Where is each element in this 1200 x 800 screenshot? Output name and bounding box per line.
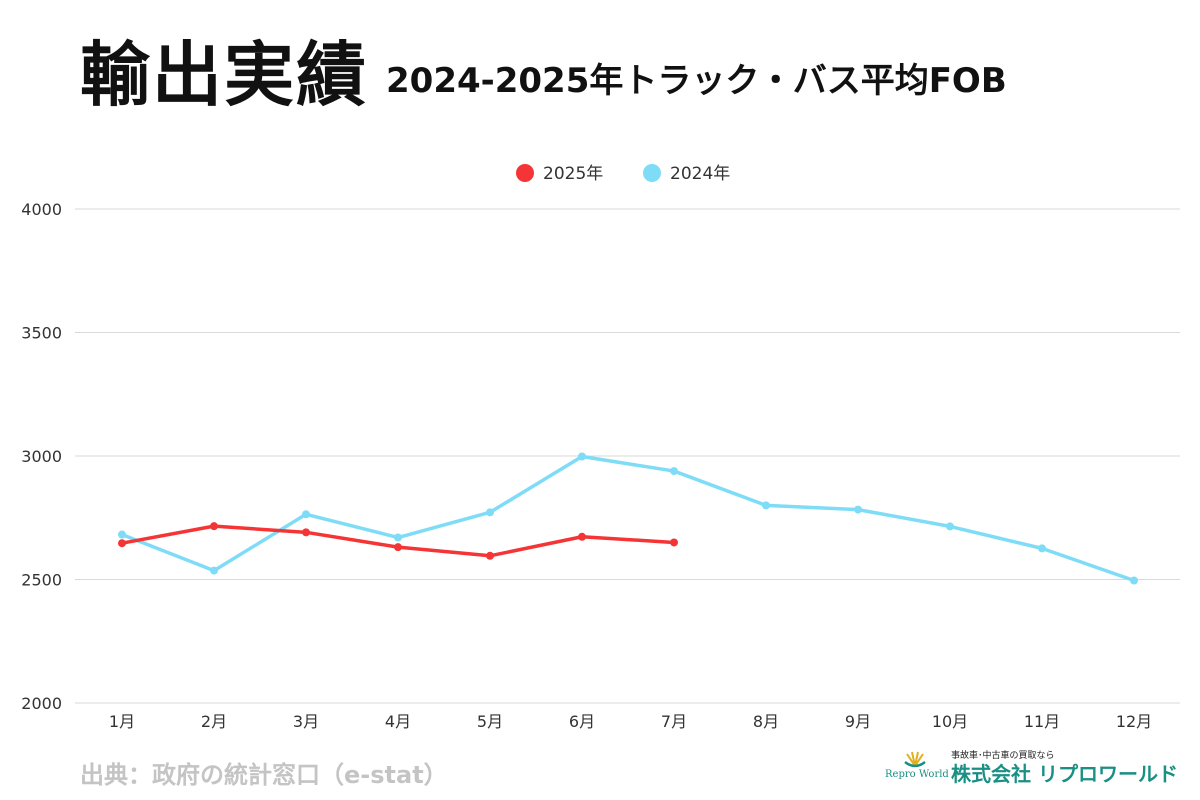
data-point [118, 539, 126, 548]
data-point [486, 551, 494, 560]
source-note: 出典：政府の統計窓口（e-stat） [80, 761, 448, 789]
data-point [1130, 576, 1138, 585]
data-point [946, 522, 954, 531]
x-tick-label: 10月 [932, 712, 968, 731]
y-tick-label: 3500 [21, 324, 62, 343]
data-point [854, 505, 862, 514]
x-tick-label: 4月 [385, 712, 411, 731]
data-point [302, 528, 310, 537]
x-tick-label: 7月 [661, 712, 687, 731]
legend-marker [516, 164, 534, 182]
y-tick-label: 2000 [21, 694, 62, 713]
x-tick-label: 11月 [1024, 712, 1060, 731]
company-logo: Repro World 事故車･中古車の買取なら 株式会社 リプロワールド [885, 748, 1178, 788]
x-tick-label: 3月 [293, 712, 319, 731]
data-point [578, 532, 586, 541]
x-tick-label: 12月 [1116, 712, 1152, 731]
x-tick-label: 8月 [753, 712, 779, 731]
x-tick-label: 5月 [477, 712, 503, 731]
main-title: 輸出実績 [80, 34, 368, 116]
data-point [578, 452, 586, 461]
data-point [302, 510, 310, 519]
logo-company: 株式会社 リプロワールド [951, 762, 1178, 786]
data-point [394, 543, 402, 552]
x-tick-label: 9月 [845, 712, 871, 731]
subtitle: 2024-2025年トラック・バス平均FOB [386, 61, 1007, 101]
leaf-logo-icon [904, 751, 926, 768]
data-point [762, 501, 770, 510]
logo-tagline: 事故車･中古車の買取なら [951, 751, 1055, 761]
series-line [121, 454, 1135, 583]
data-point [394, 533, 402, 542]
y-tick-label: 3000 [21, 447, 62, 466]
logo-english: Repro World [885, 769, 949, 780]
x-tick-label: 2月 [201, 712, 227, 731]
y-tick-label: 4000 [21, 200, 62, 219]
y-tick-label: 2500 [21, 571, 62, 590]
legend-marker [643, 164, 661, 182]
data-point [210, 566, 218, 575]
data-point [670, 538, 678, 547]
data-point [118, 530, 126, 539]
data-point [210, 522, 218, 531]
data-point [670, 467, 678, 476]
x-tick-label: 6月 [569, 712, 595, 731]
legend-label: 2025年 [543, 164, 603, 184]
chart-title: 輸出実績 2024-2025年トラック・バス平均FOB [80, 30, 1007, 120]
x-tick-label: 1月 [109, 712, 135, 731]
data-point [486, 508, 494, 517]
data-point [1038, 544, 1046, 553]
legend-label: 2024年 [670, 164, 730, 184]
